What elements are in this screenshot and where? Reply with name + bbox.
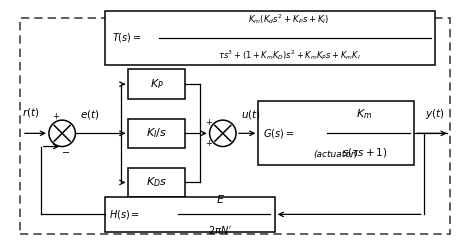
Text: $K_m(K_ds^2+K_Ps+K_I)$: $K_m(K_ds^2+K_Ps+K_I)$ [248, 13, 329, 26]
Text: $H(s)=$: $H(s)=$ [109, 208, 140, 221]
Bar [128, 168, 185, 197]
Text: $r(t)$: $r(t)$ [22, 105, 39, 119]
Bar [19, 18, 450, 234]
Bar [105, 197, 275, 232]
Text: (actuator): (actuator) [314, 150, 359, 159]
Text: $\tau s^3+(1+K_mK_D)s^2+K_mK_Ps+K_mK_I$: $\tau s^3+(1+K_mK_D)s^2+K_mK_Ps+K_mK_I$ [218, 49, 360, 62]
Text: $K_I/s$: $K_I/s$ [146, 126, 167, 140]
Bar [128, 69, 185, 99]
Text: $G(s)=$: $G(s)=$ [263, 127, 294, 140]
Text: $y(t)$: $y(t)$ [425, 107, 445, 121]
Text: $e(t)$: $e(t)$ [80, 108, 100, 121]
Text: $u(t)$: $u(t)$ [241, 108, 261, 121]
Text: $E$: $E$ [216, 193, 225, 205]
Text: $s(\tau s+1)$: $s(\tau s+1)$ [342, 145, 387, 159]
Text: $T(s)=$: $T(s)=$ [112, 31, 141, 44]
Bar [105, 11, 436, 64]
Bar [128, 119, 185, 148]
Text: $K_Ds$: $K_Ds$ [146, 176, 167, 189]
Text: +: + [205, 118, 212, 127]
Text: −: − [62, 148, 70, 158]
Text: $K_P$: $K_P$ [150, 77, 164, 91]
Bar [258, 102, 414, 165]
Text: +: + [205, 139, 212, 148]
Text: +: + [52, 112, 59, 121]
Ellipse shape [49, 120, 75, 146]
Ellipse shape [210, 120, 236, 146]
Text: $2\pi N'$: $2\pi N'$ [209, 224, 232, 236]
Text: $K_m$: $K_m$ [356, 107, 373, 121]
